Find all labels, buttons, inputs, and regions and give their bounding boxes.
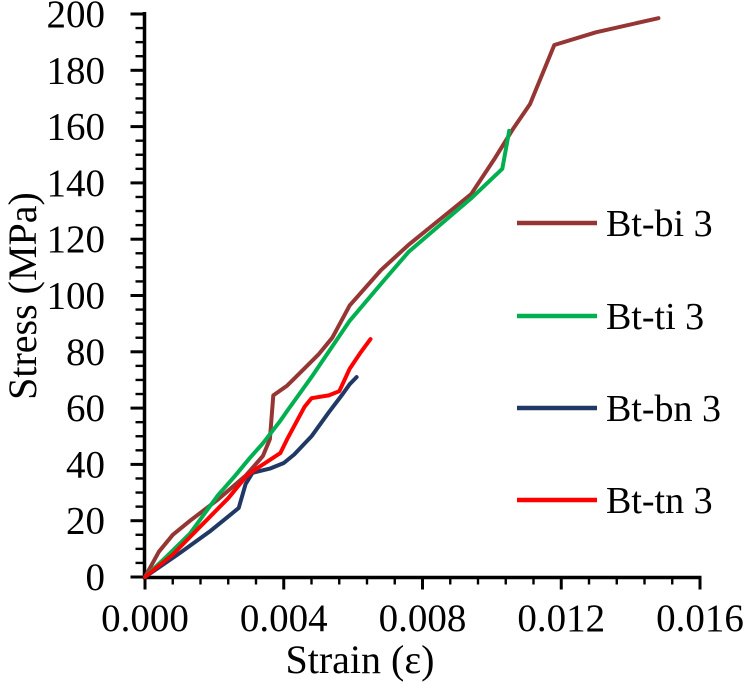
y-tick-label: 160	[47, 106, 106, 149]
x-axis-ticks	[143, 577, 702, 590]
y-axis: 0 20 40 60 80 100 120 140 160 180 200	[47, 0, 147, 599]
x-axis-tick-labels: 0.000 0.004 0.008 0.012 0.016	[101, 597, 744, 640]
legend-item: Bt-ti 3	[517, 296, 704, 338]
legend-label-bt-bi-3: Bt-bi 3	[606, 203, 713, 245]
y-tick-label: 140	[47, 162, 106, 205]
y-axis-tick-labels: 0 20 40 60 80 100 120 140 160 180 200	[47, 0, 106, 599]
legend-label-bt-bn-3: Bt-bn 3	[606, 388, 721, 430]
series-line-bt-bn-3	[143, 375, 359, 579]
legend-label-bt-tn-3: Bt-tn 3	[606, 480, 713, 522]
series-line-bt-ti-3	[143, 128, 512, 579]
y-tick-label: 20	[66, 500, 105, 543]
y-axis-ticks	[130, 12, 143, 579]
y-tick-label: 40	[66, 443, 105, 486]
y-tick-label: 200	[47, 0, 106, 36]
x-tick-label: 0.008	[379, 597, 467, 640]
x-tick-label: 0.004	[240, 597, 328, 640]
series-lines	[143, 16, 661, 579]
y-tick-label: 120	[47, 218, 106, 261]
x-tick-label: 0.016	[656, 597, 744, 640]
legend-label-bt-ti-3: Bt-ti 3	[606, 296, 704, 338]
series-line-bt-tn-3	[143, 337, 373, 579]
legend-item: Bt-bn 3	[517, 388, 721, 430]
x-axis-title: Strain (ε)	[286, 637, 435, 682]
y-axis-title: Stress (MPa)	[0, 192, 45, 400]
legend: Bt-bi 3 Bt-ti 3 Bt-bn 3 Bt-tn 3	[517, 203, 721, 522]
y-tick-label: 0	[86, 556, 106, 599]
x-axis: 0.000 0.004 0.008 0.012 0.016	[101, 575, 744, 640]
legend-item: Bt-tn 3	[517, 480, 713, 522]
y-tick-label: 100	[47, 275, 106, 318]
y-tick-label: 180	[47, 49, 106, 92]
legend-item: Bt-bi 3	[517, 203, 713, 245]
y-tick-label: 80	[66, 331, 105, 374]
x-tick-label: 0.012	[517, 597, 605, 640]
x-tick-label: 0.000	[101, 597, 189, 640]
y-tick-label: 60	[66, 387, 105, 430]
